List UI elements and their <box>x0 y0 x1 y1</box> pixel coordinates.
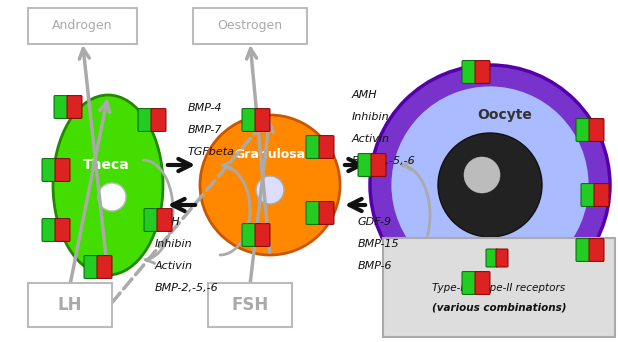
Text: Inhibin: Inhibin <box>155 239 193 249</box>
Text: Granulosa: Granulosa <box>234 148 305 161</box>
Circle shape <box>98 183 126 211</box>
Text: FSH: FSH <box>231 296 269 314</box>
FancyBboxPatch shape <box>581 184 596 207</box>
Text: Activin: Activin <box>155 261 193 271</box>
Text: GDF-9: GDF-9 <box>358 217 392 227</box>
FancyBboxPatch shape <box>54 96 69 118</box>
Text: Activin: Activin <box>352 134 390 144</box>
FancyBboxPatch shape <box>383 238 615 337</box>
FancyBboxPatch shape <box>67 96 82 118</box>
Text: TGFbeta: TGFbeta <box>188 147 235 157</box>
Text: AMH: AMH <box>352 90 378 100</box>
Text: BMP-6: BMP-6 <box>358 261 392 271</box>
FancyBboxPatch shape <box>157 209 172 232</box>
Text: BMP-2,-5,-6: BMP-2,-5,-6 <box>155 283 219 293</box>
FancyBboxPatch shape <box>319 201 334 224</box>
FancyBboxPatch shape <box>42 219 57 241</box>
Text: Theca: Theca <box>83 158 129 172</box>
FancyBboxPatch shape <box>242 109 257 131</box>
Circle shape <box>464 157 500 193</box>
FancyBboxPatch shape <box>589 119 604 141</box>
FancyBboxPatch shape <box>594 184 609 207</box>
Text: Inhibin: Inhibin <box>352 112 389 122</box>
FancyBboxPatch shape <box>151 109 166 131</box>
FancyBboxPatch shape <box>576 239 591 261</box>
FancyBboxPatch shape <box>144 209 159 232</box>
FancyBboxPatch shape <box>496 249 508 267</box>
Circle shape <box>390 85 590 285</box>
FancyBboxPatch shape <box>462 272 477 294</box>
Text: Androgen: Androgen <box>53 19 112 32</box>
Text: Oestrogen: Oestrogen <box>218 19 282 32</box>
FancyBboxPatch shape <box>475 61 490 83</box>
Circle shape <box>200 115 340 255</box>
Text: Oocyte: Oocyte <box>478 108 533 122</box>
FancyBboxPatch shape <box>371 154 386 176</box>
FancyBboxPatch shape <box>358 154 373 176</box>
Text: Type-I & Type-II receptors: Type-I & Type-II receptors <box>433 283 565 293</box>
FancyBboxPatch shape <box>138 109 153 131</box>
FancyBboxPatch shape <box>28 8 137 44</box>
Text: BMP-2,-5,-6: BMP-2,-5,-6 <box>352 156 416 166</box>
FancyBboxPatch shape <box>306 135 321 158</box>
Text: BMP-7: BMP-7 <box>188 125 222 135</box>
Text: AMH: AMH <box>155 217 180 227</box>
FancyBboxPatch shape <box>42 159 57 181</box>
FancyBboxPatch shape <box>84 255 99 278</box>
Text: LH: LH <box>57 296 82 314</box>
FancyBboxPatch shape <box>97 255 112 278</box>
Circle shape <box>256 176 284 204</box>
FancyBboxPatch shape <box>462 61 477 83</box>
Text: BMP-15: BMP-15 <box>358 239 400 249</box>
FancyBboxPatch shape <box>576 119 591 141</box>
FancyBboxPatch shape <box>55 159 70 181</box>
FancyBboxPatch shape <box>319 135 334 158</box>
FancyBboxPatch shape <box>589 239 604 261</box>
FancyBboxPatch shape <box>475 272 490 294</box>
Circle shape <box>370 65 610 305</box>
FancyBboxPatch shape <box>55 219 70 241</box>
FancyBboxPatch shape <box>306 201 321 224</box>
FancyBboxPatch shape <box>28 283 112 327</box>
FancyBboxPatch shape <box>242 224 257 246</box>
Circle shape <box>438 133 542 237</box>
FancyBboxPatch shape <box>193 8 307 44</box>
Text: (various combinations): (various combinations) <box>432 303 566 313</box>
FancyBboxPatch shape <box>255 109 270 131</box>
FancyBboxPatch shape <box>255 224 270 246</box>
Ellipse shape <box>53 95 163 275</box>
Text: BMP-4: BMP-4 <box>188 103 222 113</box>
FancyBboxPatch shape <box>208 283 292 327</box>
FancyBboxPatch shape <box>486 249 498 267</box>
